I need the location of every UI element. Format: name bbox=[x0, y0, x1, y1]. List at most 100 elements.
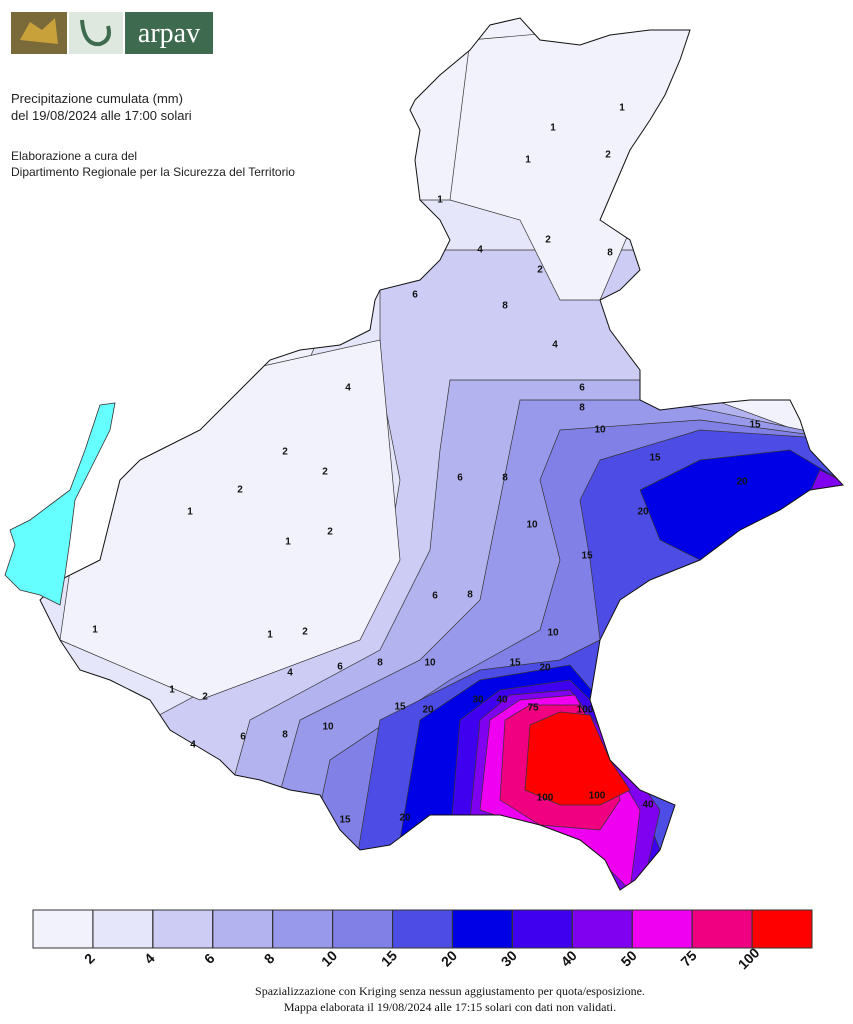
contour-label: 2 bbox=[545, 235, 551, 246]
legend-swatch bbox=[92, 909, 154, 949]
contour-label: 20 bbox=[637, 507, 649, 518]
contour-label: 100 bbox=[589, 791, 606, 802]
legend-tick-label: 20 bbox=[438, 947, 460, 969]
legend-tick-label: 6 bbox=[201, 950, 218, 967]
contour-label: 10 bbox=[547, 628, 559, 639]
logo: arpav bbox=[11, 12, 213, 54]
contour-label: 40 bbox=[496, 695, 508, 706]
legend: 2 4 6 8 10 15 20 30 40 50 75 100 bbox=[32, 909, 813, 972]
contour-label: 6 bbox=[412, 290, 418, 301]
contour-label: 1 bbox=[187, 507, 193, 518]
legend-tick-label: 8 bbox=[261, 950, 278, 967]
region bbox=[524, 711, 631, 806]
contour-label: 15 bbox=[509, 658, 521, 669]
contour-label: 15 bbox=[394, 702, 406, 713]
legend-swatch bbox=[392, 909, 453, 949]
contour-label: 15 bbox=[749, 420, 761, 431]
contour-label: 100 bbox=[577, 705, 594, 716]
contour-label: 8 bbox=[282, 730, 288, 741]
contour-label: 2 bbox=[322, 467, 328, 478]
contour-label: 10 bbox=[322, 722, 334, 733]
contour-label: 15 bbox=[649, 453, 661, 464]
contour-label: 100 bbox=[537, 793, 554, 804]
contour-label: 6 bbox=[579, 383, 585, 394]
region-outline bbox=[39, 17, 845, 891]
legend-swatch bbox=[571, 909, 633, 949]
legend-tick-label: 40 bbox=[558, 947, 580, 969]
contour-label: 40 bbox=[642, 800, 654, 811]
legend-tick-label: 15 bbox=[378, 947, 400, 969]
legend-swatch bbox=[212, 909, 274, 949]
contour-label: 1 bbox=[550, 123, 556, 134]
contour-label: 20 bbox=[422, 705, 434, 716]
contour-label: 6 bbox=[432, 591, 438, 602]
contour-label: 2 bbox=[327, 527, 333, 538]
contour-label: 4 bbox=[190, 740, 196, 751]
contour-label: 2 bbox=[202, 692, 208, 703]
contour-label: 4 bbox=[345, 383, 351, 394]
contour-label: 6 bbox=[457, 473, 463, 484]
contour-label: 10 bbox=[594, 425, 606, 436]
contour-label: 4 bbox=[287, 668, 293, 679]
contour-label: 15 bbox=[581, 551, 593, 562]
contour-label: 30 bbox=[472, 695, 484, 706]
legend-swatch bbox=[631, 909, 693, 949]
contour-label: 8 bbox=[579, 403, 585, 414]
contour-label: 4 bbox=[477, 245, 483, 256]
credit-line: Dipartimento Regionale per la Sicurezza … bbox=[11, 165, 295, 179]
legend-swatch bbox=[272, 909, 334, 949]
legend-tick-label: 4 bbox=[141, 950, 158, 967]
contour-label: 8 bbox=[377, 658, 383, 669]
contour-label: 2 bbox=[537, 265, 543, 276]
legend-swatch bbox=[332, 909, 394, 949]
contour-label: 2 bbox=[605, 150, 611, 161]
legend-swatch bbox=[691, 909, 753, 949]
contour-label: 20 bbox=[539, 663, 551, 674]
legend-swatch bbox=[511, 909, 573, 949]
legend-swatch bbox=[451, 909, 513, 949]
contour-label: 6 bbox=[240, 732, 246, 743]
contour-label: 10 bbox=[526, 520, 538, 531]
contour-label: 8 bbox=[467, 590, 473, 601]
legend-tick-label: 75 bbox=[677, 947, 699, 969]
lake-garda bbox=[4, 402, 116, 606]
contour-label: 1 bbox=[92, 625, 98, 636]
logo-lion bbox=[20, 18, 58, 44]
contour-label: 2 bbox=[302, 627, 308, 638]
contour-label: 1 bbox=[619, 103, 625, 114]
contour-label: 8 bbox=[607, 248, 613, 259]
title-line: Precipitazione cumulata (mm) bbox=[11, 91, 183, 106]
contour-label: 1 bbox=[525, 155, 531, 166]
contour-label: 10 bbox=[424, 658, 436, 669]
legend-swatch bbox=[152, 909, 214, 949]
contour-label: 15 bbox=[339, 815, 351, 826]
contour-label: 8 bbox=[502, 473, 508, 484]
legend-tick-label: 10 bbox=[318, 947, 340, 969]
legend-tick-label: 100 bbox=[735, 944, 763, 972]
legend-tick-label: 50 bbox=[618, 947, 640, 969]
contour-label: 20 bbox=[399, 813, 411, 824]
credit-line: Elaborazione a cura del bbox=[11, 149, 137, 163]
logo-text: arpav bbox=[138, 18, 200, 49]
legend-tick-label: 30 bbox=[498, 947, 520, 969]
logo-mark bbox=[80, 19, 111, 47]
contour-label: 1 bbox=[437, 195, 443, 206]
legend-swatch bbox=[751, 909, 813, 949]
contour-label: 2 bbox=[282, 447, 288, 458]
logo-box bbox=[125, 12, 213, 54]
contour-label: 1 bbox=[267, 630, 273, 641]
contour-label: 6 bbox=[337, 662, 343, 673]
contour-label: 75 bbox=[527, 703, 539, 714]
contour-label: 4 bbox=[552, 340, 558, 351]
legend-swatch bbox=[32, 909, 94, 949]
contour-label: 2 bbox=[237, 485, 243, 496]
contour-label: 1 bbox=[169, 685, 175, 696]
legend-tick-label: 2 bbox=[81, 950, 98, 967]
title-line: del 19/08/2024 alle 17:00 solari bbox=[11, 108, 192, 123]
footer-line: Spazializzazione con Kriging senza nessu… bbox=[255, 984, 645, 998]
logo-icon bbox=[69, 12, 123, 54]
contour-label: 8 bbox=[502, 301, 508, 312]
contour-label: 20 bbox=[736, 477, 748, 488]
